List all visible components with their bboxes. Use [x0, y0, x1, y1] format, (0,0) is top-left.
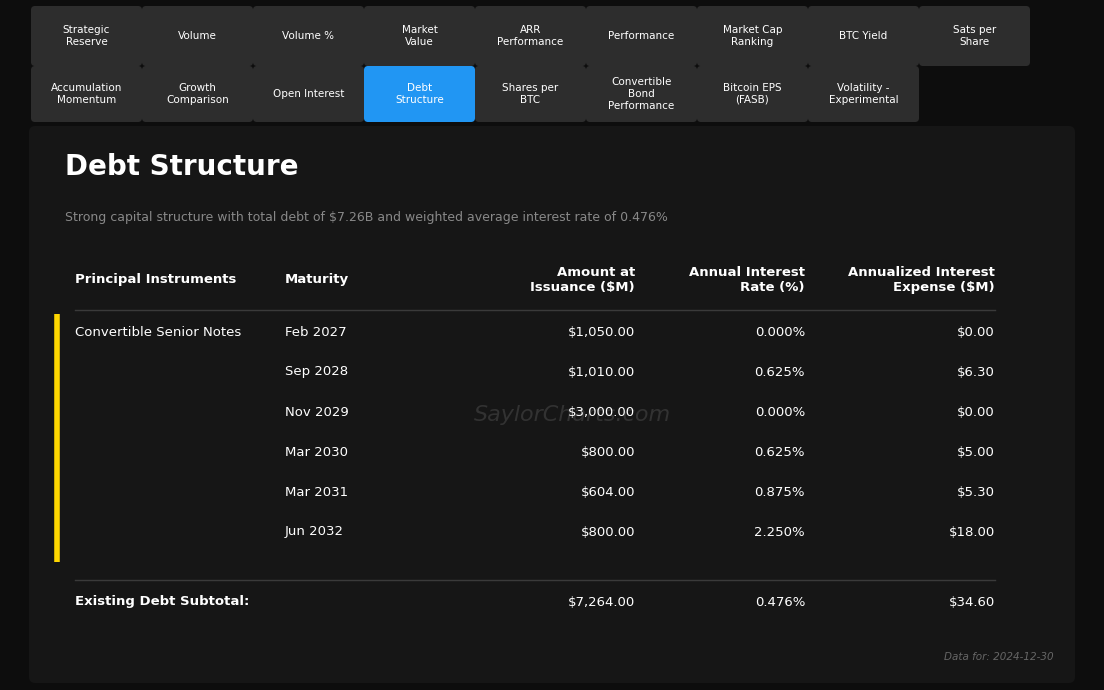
Text: $34.60: $34.60	[948, 595, 995, 609]
FancyBboxPatch shape	[697, 6, 808, 66]
Text: Mar 2031: Mar 2031	[285, 486, 348, 498]
Text: Bitcoin EPS
(FASB): Bitcoin EPS (FASB)	[723, 83, 782, 105]
Text: 2.250%: 2.250%	[754, 526, 805, 538]
Text: Volume: Volume	[178, 31, 217, 41]
Text: Principal Instruments: Principal Instruments	[75, 273, 236, 286]
Text: $18.00: $18.00	[948, 526, 995, 538]
Text: SaylorCharts.com: SaylorCharts.com	[474, 406, 671, 426]
Text: Convertible Senior Notes: Convertible Senior Notes	[75, 326, 242, 339]
FancyBboxPatch shape	[31, 6, 142, 66]
FancyBboxPatch shape	[253, 66, 364, 122]
Text: Strong capital structure with total debt of $7.26B and weighted average interest: Strong capital structure with total debt…	[65, 210, 668, 224]
FancyBboxPatch shape	[31, 66, 142, 122]
FancyBboxPatch shape	[142, 66, 253, 122]
Text: Growth
Comparison: Growth Comparison	[166, 83, 229, 105]
Text: Data for: 2024-12-30: Data for: 2024-12-30	[944, 652, 1054, 662]
Text: $5.00: $5.00	[957, 446, 995, 458]
Text: Existing Debt Subtotal:: Existing Debt Subtotal:	[75, 595, 250, 609]
FancyBboxPatch shape	[475, 6, 586, 66]
Text: 0.476%: 0.476%	[755, 595, 805, 609]
FancyBboxPatch shape	[142, 6, 253, 66]
Text: 0.000%: 0.000%	[755, 326, 805, 339]
Text: Jun 2032: Jun 2032	[285, 526, 344, 538]
Text: Volatility -
Experimental: Volatility - Experimental	[829, 83, 899, 105]
Text: Nov 2029: Nov 2029	[285, 406, 349, 419]
Text: Performance: Performance	[608, 31, 675, 41]
Text: Open Interest: Open Interest	[273, 89, 344, 99]
FancyBboxPatch shape	[697, 66, 808, 122]
Text: Sep 2028: Sep 2028	[285, 366, 348, 379]
Text: BTC Yield: BTC Yield	[839, 31, 888, 41]
Text: ARR
Performance: ARR Performance	[498, 26, 564, 47]
Text: Volume %: Volume %	[283, 31, 335, 41]
Text: 0.625%: 0.625%	[754, 446, 805, 458]
Text: Maturity: Maturity	[285, 273, 349, 286]
Text: Shares per
BTC: Shares per BTC	[502, 83, 559, 105]
Text: 0.000%: 0.000%	[755, 406, 805, 419]
Text: Sats per
Share: Sats per Share	[953, 26, 996, 47]
Text: Mar 2030: Mar 2030	[285, 446, 348, 458]
Text: $0.00: $0.00	[957, 406, 995, 419]
FancyBboxPatch shape	[253, 6, 364, 66]
FancyBboxPatch shape	[475, 66, 586, 122]
Text: $3,000.00: $3,000.00	[567, 406, 635, 419]
Text: $5.30: $5.30	[957, 486, 995, 498]
Text: $800.00: $800.00	[581, 446, 635, 458]
Text: Market Cap
Ranking: Market Cap Ranking	[723, 26, 783, 47]
Text: Market
Value: Market Value	[402, 26, 437, 47]
Text: Annual Interest
Rate (%): Annual Interest Rate (%)	[689, 266, 805, 294]
Text: $6.30: $6.30	[957, 366, 995, 379]
FancyBboxPatch shape	[29, 126, 1075, 683]
Text: $800.00: $800.00	[581, 526, 635, 538]
FancyBboxPatch shape	[808, 66, 919, 122]
FancyBboxPatch shape	[586, 66, 697, 122]
Text: Amount at
Issuance ($M): Amount at Issuance ($M)	[530, 266, 635, 294]
Text: Debt
Structure: Debt Structure	[395, 83, 444, 105]
Text: $0.00: $0.00	[957, 326, 995, 339]
FancyBboxPatch shape	[364, 6, 475, 66]
Text: Accumulation
Momentum: Accumulation Momentum	[51, 83, 123, 105]
Text: $604.00: $604.00	[581, 486, 635, 498]
Text: 0.625%: 0.625%	[754, 366, 805, 379]
Text: Convertible
Bond
Performance: Convertible Bond Performance	[608, 77, 675, 110]
Text: Strategic
Reserve: Strategic Reserve	[63, 26, 110, 47]
FancyBboxPatch shape	[808, 6, 919, 66]
Text: 0.875%: 0.875%	[754, 486, 805, 498]
Text: $1,050.00: $1,050.00	[567, 326, 635, 339]
Text: Annualized Interest
Expense ($M): Annualized Interest Expense ($M)	[848, 266, 995, 294]
FancyBboxPatch shape	[586, 6, 697, 66]
FancyBboxPatch shape	[919, 6, 1030, 66]
FancyBboxPatch shape	[364, 66, 475, 122]
Text: $7,264.00: $7,264.00	[567, 595, 635, 609]
Text: Debt Structure: Debt Structure	[65, 153, 298, 181]
Text: $1,010.00: $1,010.00	[567, 366, 635, 379]
Text: Feb 2027: Feb 2027	[285, 326, 347, 339]
